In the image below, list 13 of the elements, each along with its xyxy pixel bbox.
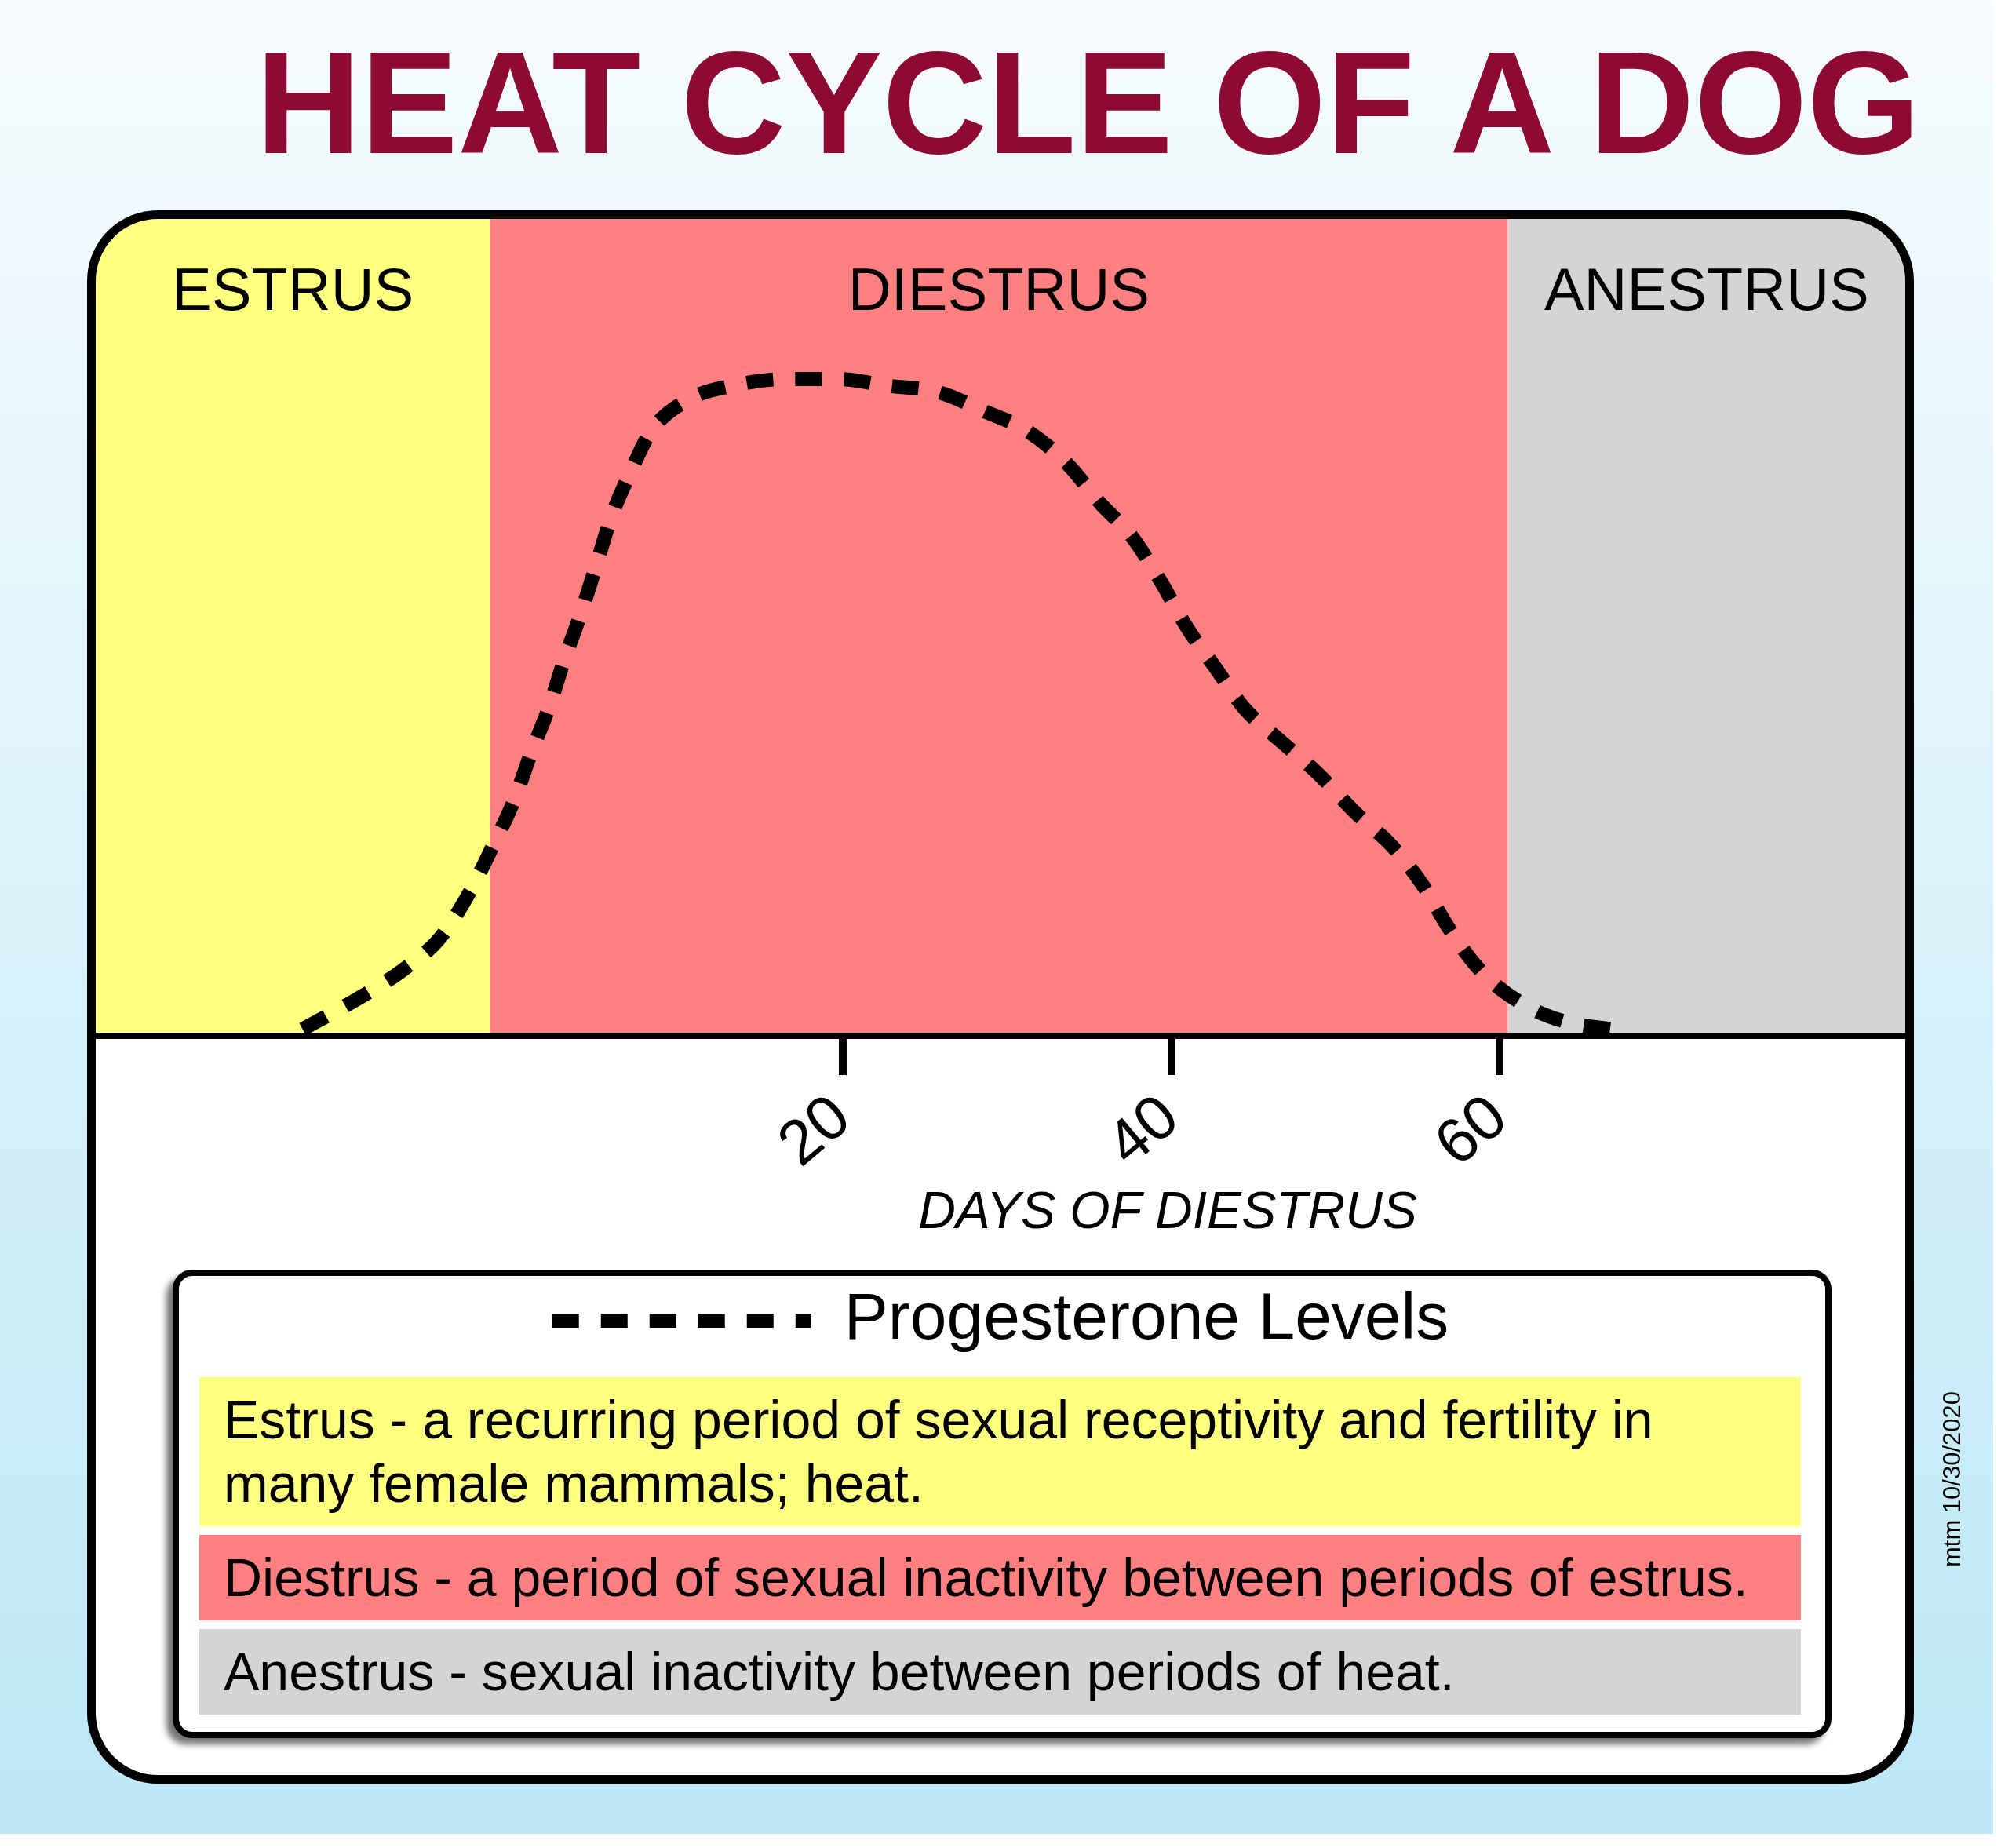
band-label: DIESTRUS: [847, 255, 1150, 323]
chart-title: HEAT CYCLE OF A DOG: [256, 22, 1920, 184]
band-label: ANESTRUS: [1544, 255, 1869, 323]
text: Diestrus - a period of sexual inactivity between periods of estrus.: [199, 1535, 1801, 1620]
text: Estrus - a recurring period of sexual receptivity and fertility in many female mammals; heat.: [199, 1377, 1801, 1526]
band-label: ESTRUS: [171, 255, 414, 323]
x-tick-label: 40: [1092, 1080, 1191, 1179]
x-tick-label: 60: [1420, 1080, 1520, 1179]
text: Anestrus - sexual inactivity between periods of heat.: [199, 1629, 1801, 1715]
legend-label: Progesterone Levels: [844, 1279, 1449, 1354]
x-tick-label: 20: [764, 1080, 863, 1179]
text: mtm 10/30/2020: [1938, 1391, 1966, 1568]
x-axis-title: DAYS OF DIESTRUS: [917, 1180, 1418, 1241]
